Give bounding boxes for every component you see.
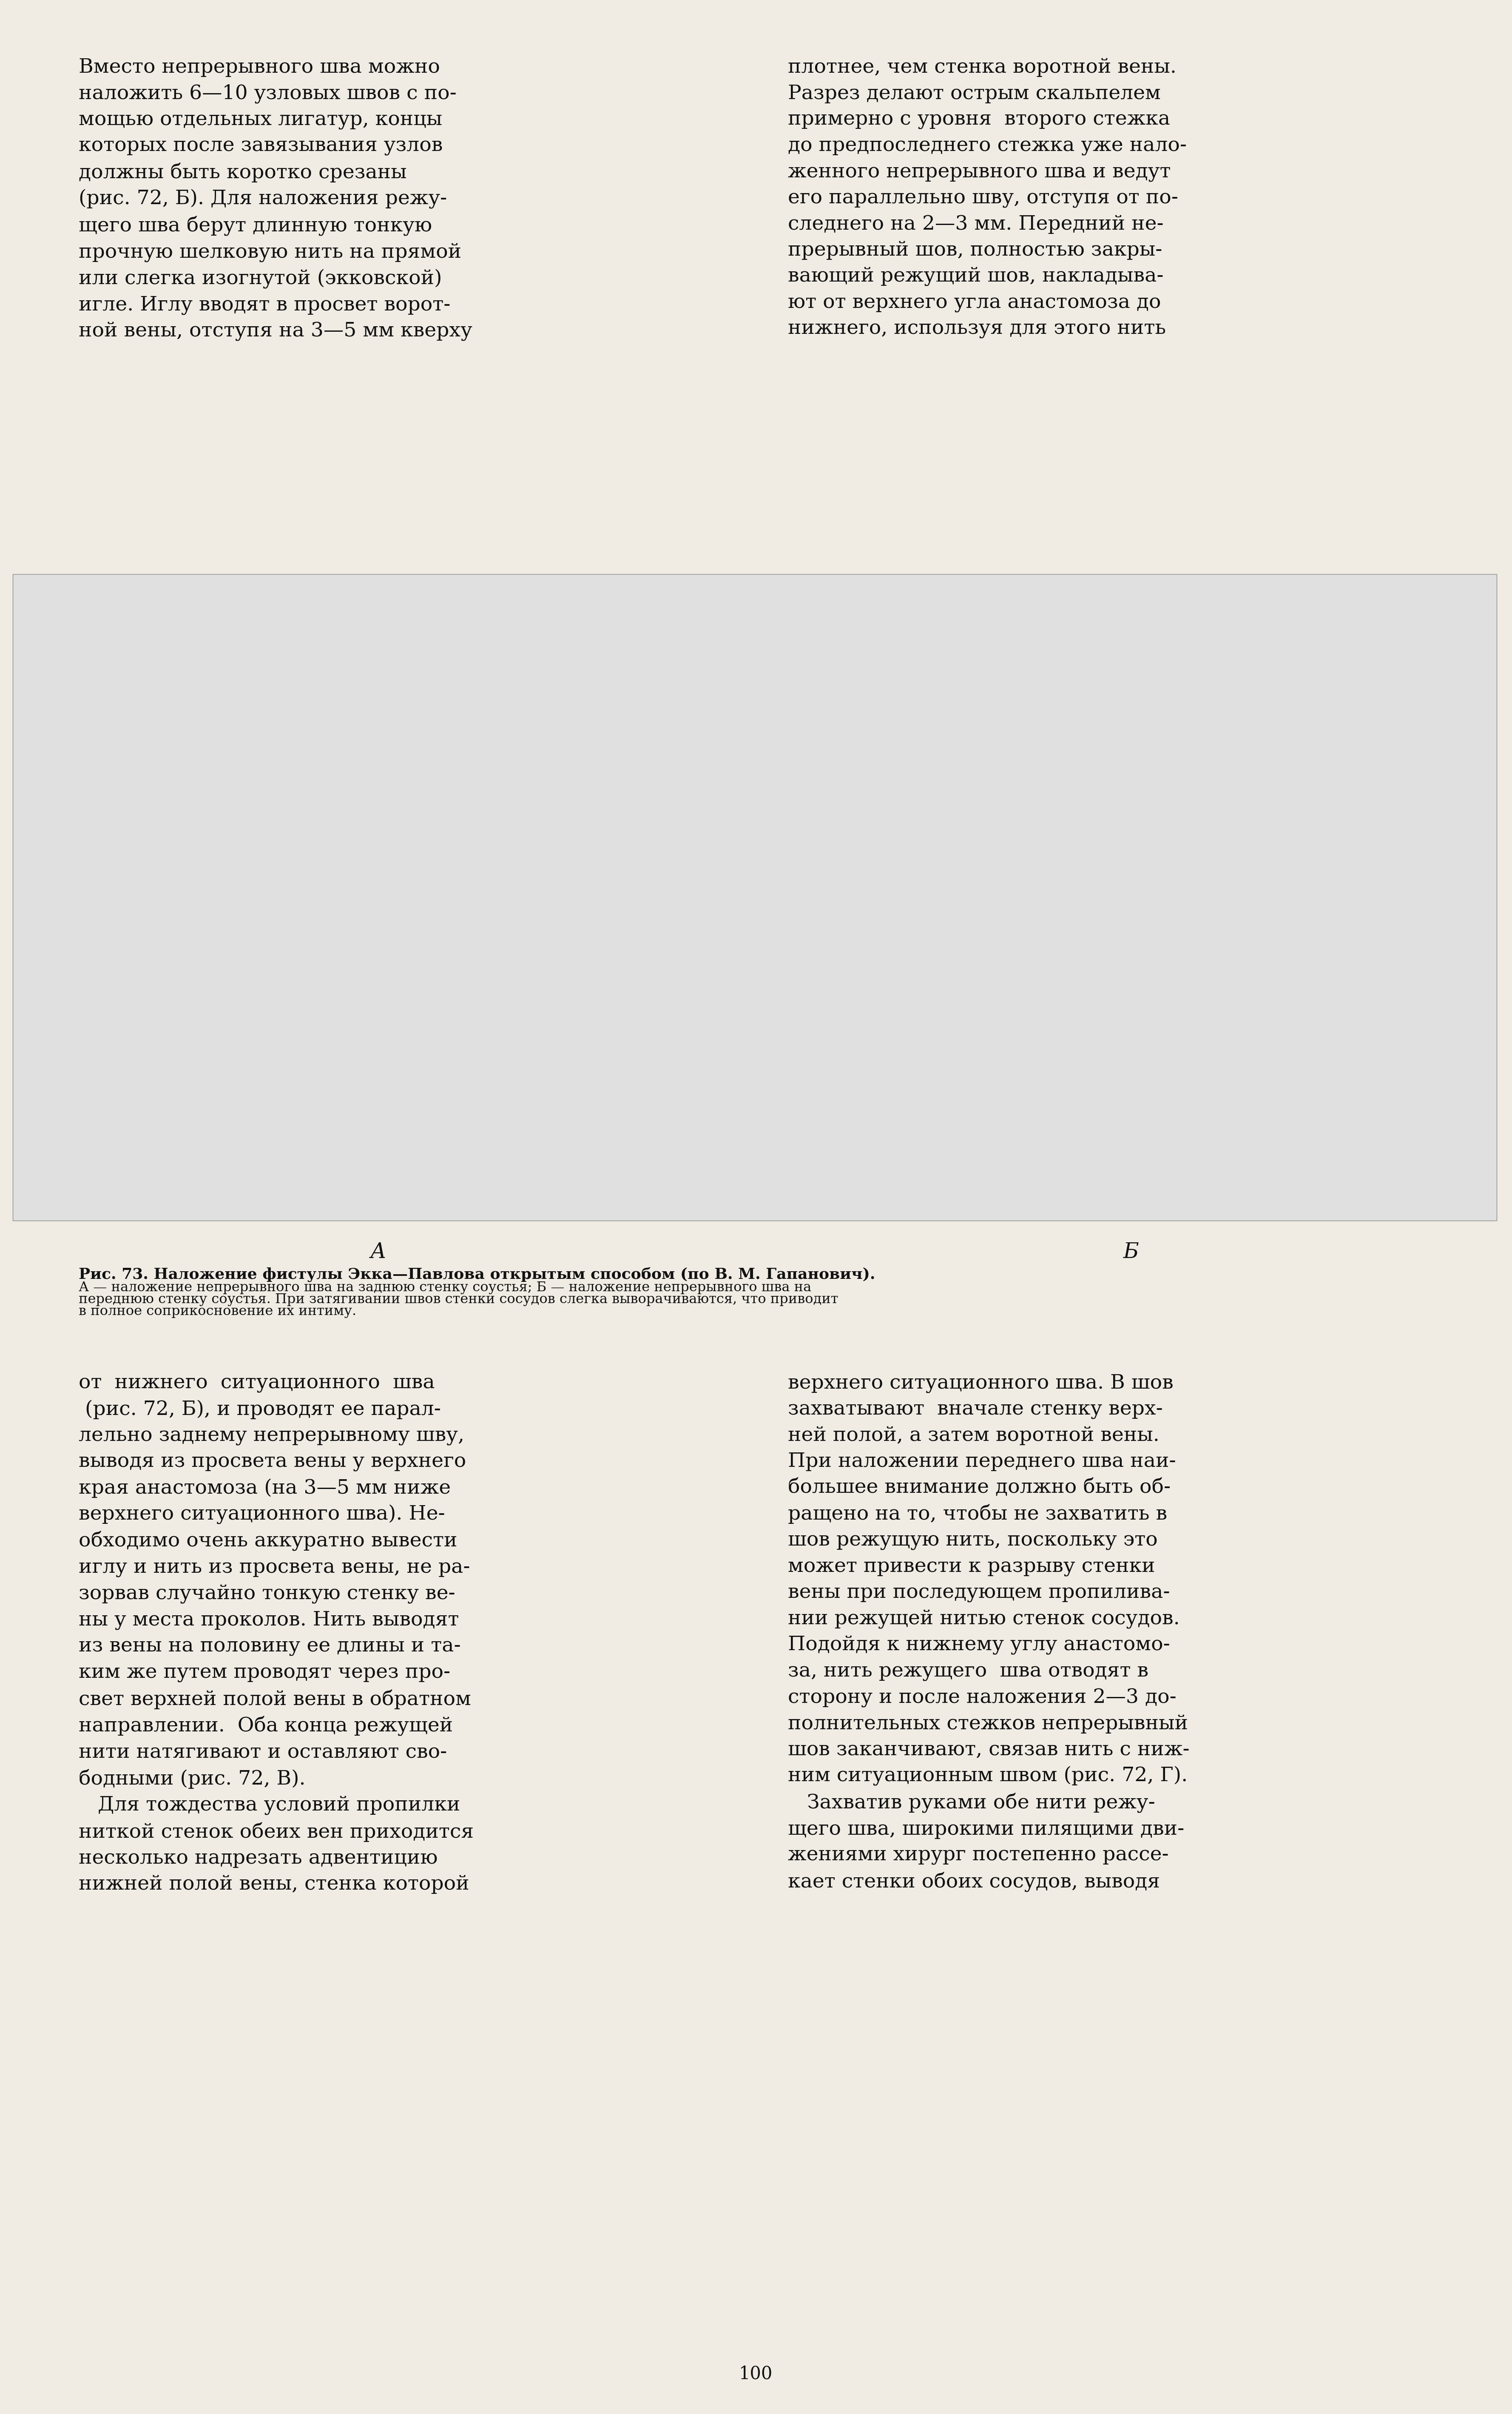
- Text: А: А: [370, 1241, 387, 1263]
- Bar: [12, 575, 1497, 1221]
- Text: верхнего ситуационного шва. В шов
захватывают  вначале стенку верх-
ней полой, а: верхнего ситуационного шва. В шов захват…: [788, 1374, 1190, 1893]
- Text: Б: Б: [1123, 1241, 1139, 1263]
- Text: плотнее, чем стенка воротной вены.
Разрез делают острым скальпелем
примерно с ур: плотнее, чем стенка воротной вены. Разре…: [788, 58, 1187, 338]
- Text: переднюю стенку соустья. При затягивании швов стенки сосудов слегка выворачивают: переднюю стенку соустья. При затягивании…: [79, 1294, 838, 1306]
- Text: в полное соприкосновение их интиму.: в полное соприкосновение их интиму.: [79, 1306, 357, 1318]
- Text: Вместо непрерывного шва можно
наложить 6—10 узловых швов с по-
мощью отдельных л: Вместо непрерывного шва можно наложить 6…: [79, 58, 472, 340]
- Text: 100: 100: [739, 2366, 773, 2383]
- Text: от  нижнего  ситуационного  шва
 (рис. 72, Б), и проводят ее парал-
лельно задне: от нижнего ситуационного шва (рис. 72, Б…: [79, 1374, 473, 1895]
- Text: Рис. 73. Наложение фистулы Экка—Павлова открытым способом (по В. М. Гапанович).: Рис. 73. Наложение фистулы Экка—Павлова …: [79, 1267, 875, 1282]
- Text: А — наложение непрерывного шва на заднюю стенку соустья; Б — наложение непрерывн: А — наложение непрерывного шва на заднюю…: [79, 1282, 812, 1294]
